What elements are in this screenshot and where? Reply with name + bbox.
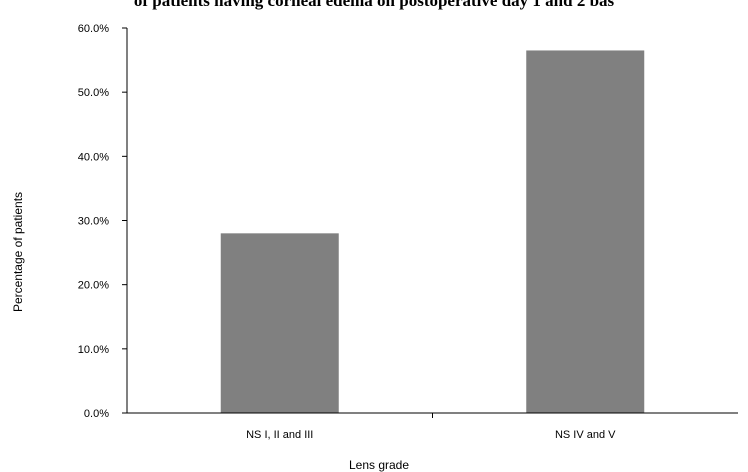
chart-title: of patients having corneal edema on post… [134,0,615,10]
y-axis-ticks: 0.0% 10.0% 20.0% 30.0% 40.0% 50.0% 60.0% [78,23,127,420]
x-axis-ticks: NS I, II and III NS IV and V [246,413,616,441]
y-tick-label: 20.0% [78,280,109,292]
y-tick-label: 50.0% [78,87,109,99]
y-tick-label: 60.0% [78,23,109,35]
bar-2 [526,50,645,413]
x-tick-label: NS I, II and III [246,429,313,441]
y-tick-label: 30.0% [78,216,109,228]
bar-1 [220,233,339,413]
y-tick-label: 40.0% [78,151,109,163]
bars-group [220,50,645,413]
y-tick-label: 0.0% [84,408,109,420]
y-axis-label: Percentage of patients [11,192,25,312]
x-axis-label: Lens grade [349,458,409,472]
y-tick-label: 10.0% [78,344,109,356]
x-tick-label: NS IV and V [555,429,616,441]
